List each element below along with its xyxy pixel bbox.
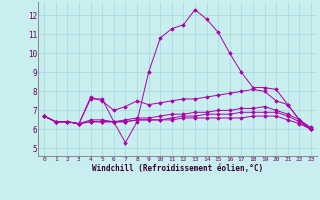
X-axis label: Windchill (Refroidissement éolien,°C): Windchill (Refroidissement éolien,°C) [92, 164, 263, 173]
